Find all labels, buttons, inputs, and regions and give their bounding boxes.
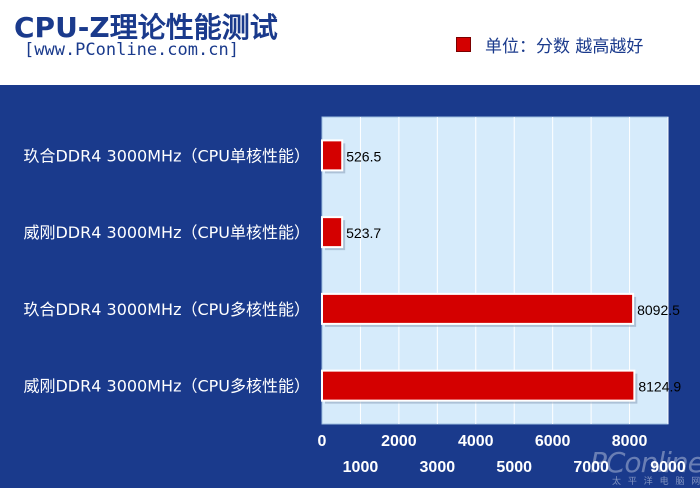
x-tick-label: 8000 [612,433,648,450]
legend: 单位：分数 越高越好 [456,32,643,57]
chart-subtitle: [www.PConline.com.cn] [24,40,239,60]
watermark-subtitle: 太 平 洋 电 脑 网 [612,477,700,487]
x-tick-label: 1000 [343,459,379,476]
bar [321,292,635,325]
bar [321,139,344,172]
bar-value-label: 8092.5 [637,302,680,318]
x-tick-label: 2000 [381,433,417,450]
x-tick-label: 4000 [458,433,494,450]
bar-value-label: 526.5 [346,148,381,164]
category-label: 玖合DDR4 3000MHz（CPU单核性能） [23,146,310,165]
chart-title: CPU-Z理论性能测试 [14,11,278,44]
bar [321,369,636,402]
header: CPU-Z理论性能测试 [www.PConline.com.cn] 单位：分数 … [0,0,700,82]
bar-value-label: 523.7 [346,225,381,241]
legend-swatch [456,37,471,52]
x-tick-label: 9000 [650,459,686,476]
watermark-logo: PConline [590,446,700,479]
x-tick-label: 3000 [420,459,456,476]
bar-value-label: 8124.9 [638,379,681,395]
x-tick-label: 7000 [573,459,609,476]
x-tick-label: 6000 [535,433,571,450]
bar [321,216,344,249]
x-tick-label: 0 [318,433,327,450]
category-label: 玖合DDR4 3000MHz（CPU多核性能） [23,300,310,319]
header-divider [0,82,700,85]
x-tick-label: 5000 [496,459,532,476]
category-label: 威刚DDR4 3000MHz（CPU多核性能） [23,377,310,396]
legend-label: 单位：分数 越高越好 [485,37,644,57]
category-label: 威刚DDR4 3000MHz（CPU单核性能） [23,223,310,242]
